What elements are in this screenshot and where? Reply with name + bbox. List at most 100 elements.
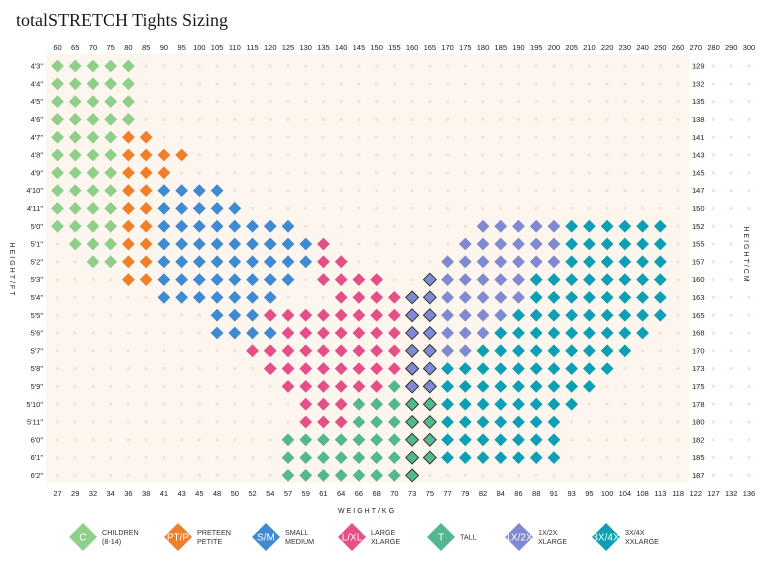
grid-dot	[676, 384, 680, 388]
marker-t	[352, 433, 366, 447]
marker-s-m	[246, 291, 259, 304]
grid-dot	[445, 206, 450, 210]
x-bottom-tick: 86	[514, 489, 522, 498]
marker-pt-p	[122, 255, 135, 269]
grid-dot	[711, 82, 716, 86]
grid-dot	[694, 278, 698, 282]
grid-dot	[428, 189, 432, 193]
grid-dot	[747, 367, 751, 371]
grid-dot	[676, 135, 680, 139]
legend-code: T	[438, 533, 444, 544]
y-right-tick: 165	[692, 311, 705, 320]
grid-dot	[587, 171, 592, 175]
grid-dot	[144, 367, 148, 371]
grid-dot	[747, 153, 751, 157]
y-right-tick: 187	[692, 471, 705, 480]
grid-dot	[91, 367, 95, 371]
y-left-tick: 4'9"	[31, 168, 44, 177]
x-top-tick: 150	[370, 43, 383, 52]
grid-dot	[587, 82, 592, 86]
marker-c	[51, 184, 64, 197]
grid-dot	[109, 438, 113, 442]
grid-dot	[375, 153, 379, 157]
marker-c	[68, 95, 82, 108]
grid-dot	[162, 135, 166, 139]
chart-title: totalSTRETCH Tights Sizing	[16, 10, 229, 30]
legend-swatch-pt-p	[164, 523, 192, 551]
grid-dot	[587, 100, 592, 104]
grid-dot	[91, 313, 95, 317]
grid-dot	[392, 278, 396, 282]
x-top-tick: 185	[494, 43, 507, 52]
grid-dot	[658, 189, 662, 193]
grid-dot	[676, 153, 680, 157]
grid-dot	[729, 171, 733, 175]
grid-dot	[640, 349, 645, 353]
grid-dot	[747, 349, 751, 353]
grid-dot	[463, 189, 467, 193]
marker-3x-4x	[458, 451, 472, 464]
grid-dot	[587, 402, 592, 406]
grid-dot	[623, 100, 627, 104]
x-top-tick: 160	[406, 43, 419, 52]
marker-pt-p	[122, 273, 135, 286]
grid-dot	[445, 100, 450, 104]
grid-dot	[694, 100, 698, 104]
marker-pt-p	[139, 273, 153, 286]
marker-3x-4x	[441, 433, 454, 447]
grid-dot	[215, 153, 219, 157]
grid-dot	[623, 82, 627, 86]
marker-c	[51, 219, 64, 233]
grid-dot	[91, 295, 95, 299]
grid-dot	[304, 153, 308, 157]
grid-dot	[676, 295, 680, 299]
grid-dot	[481, 153, 485, 157]
marker-c	[104, 219, 118, 233]
grid-dot	[375, 117, 379, 121]
grid-dot	[250, 82, 255, 86]
grid-dot	[516, 189, 521, 193]
y-right-tick: 173	[692, 364, 705, 373]
grid-dot	[711, 224, 716, 228]
marker-3x-4x	[529, 326, 543, 340]
marker-s-m	[210, 326, 224, 340]
grid-dot	[250, 171, 255, 175]
grid-dot	[339, 189, 343, 193]
marker-l-xl	[299, 415, 313, 429]
grid-dot	[605, 100, 609, 104]
marker-c	[86, 237, 100, 251]
marker-3x-4x	[512, 433, 525, 447]
grid-dot	[197, 420, 201, 424]
x-bottom-tick: 88	[532, 489, 540, 498]
marker-3x-4x	[512, 397, 525, 411]
grid-dot	[215, 473, 219, 477]
x-top-tick: 130	[299, 43, 312, 52]
marker-1x-2x	[441, 291, 454, 304]
grid-dot	[428, 224, 432, 228]
marker-c	[86, 148, 100, 162]
grid-dot	[658, 331, 662, 335]
grid-dot	[392, 189, 396, 193]
x-top-tick: 240	[636, 43, 649, 52]
x-top-tick: 155	[388, 43, 401, 52]
grid-dot	[623, 420, 627, 424]
grid-dot	[587, 473, 592, 477]
legend-sublabel: XXLARGE	[625, 537, 659, 546]
grid-dot	[126, 331, 131, 335]
grid-dot	[215, 420, 219, 424]
marker-1x-2x	[512, 273, 525, 286]
marker-s-m	[246, 219, 259, 233]
marker-c	[86, 255, 100, 269]
marker-l-xl	[387, 344, 401, 358]
marker-t	[370, 397, 384, 411]
y-right-tick: 152	[692, 222, 705, 231]
grid-dot	[126, 313, 131, 317]
grid-dot	[499, 171, 503, 175]
x-bottom-tick: 91	[550, 489, 558, 498]
marker-t	[334, 433, 348, 447]
marker-3x-4x	[458, 362, 472, 375]
grid-dot	[711, 135, 716, 139]
grid-dot	[339, 171, 343, 175]
legend-sublabel: XLARGE	[371, 537, 400, 546]
grid-dot	[623, 135, 627, 139]
